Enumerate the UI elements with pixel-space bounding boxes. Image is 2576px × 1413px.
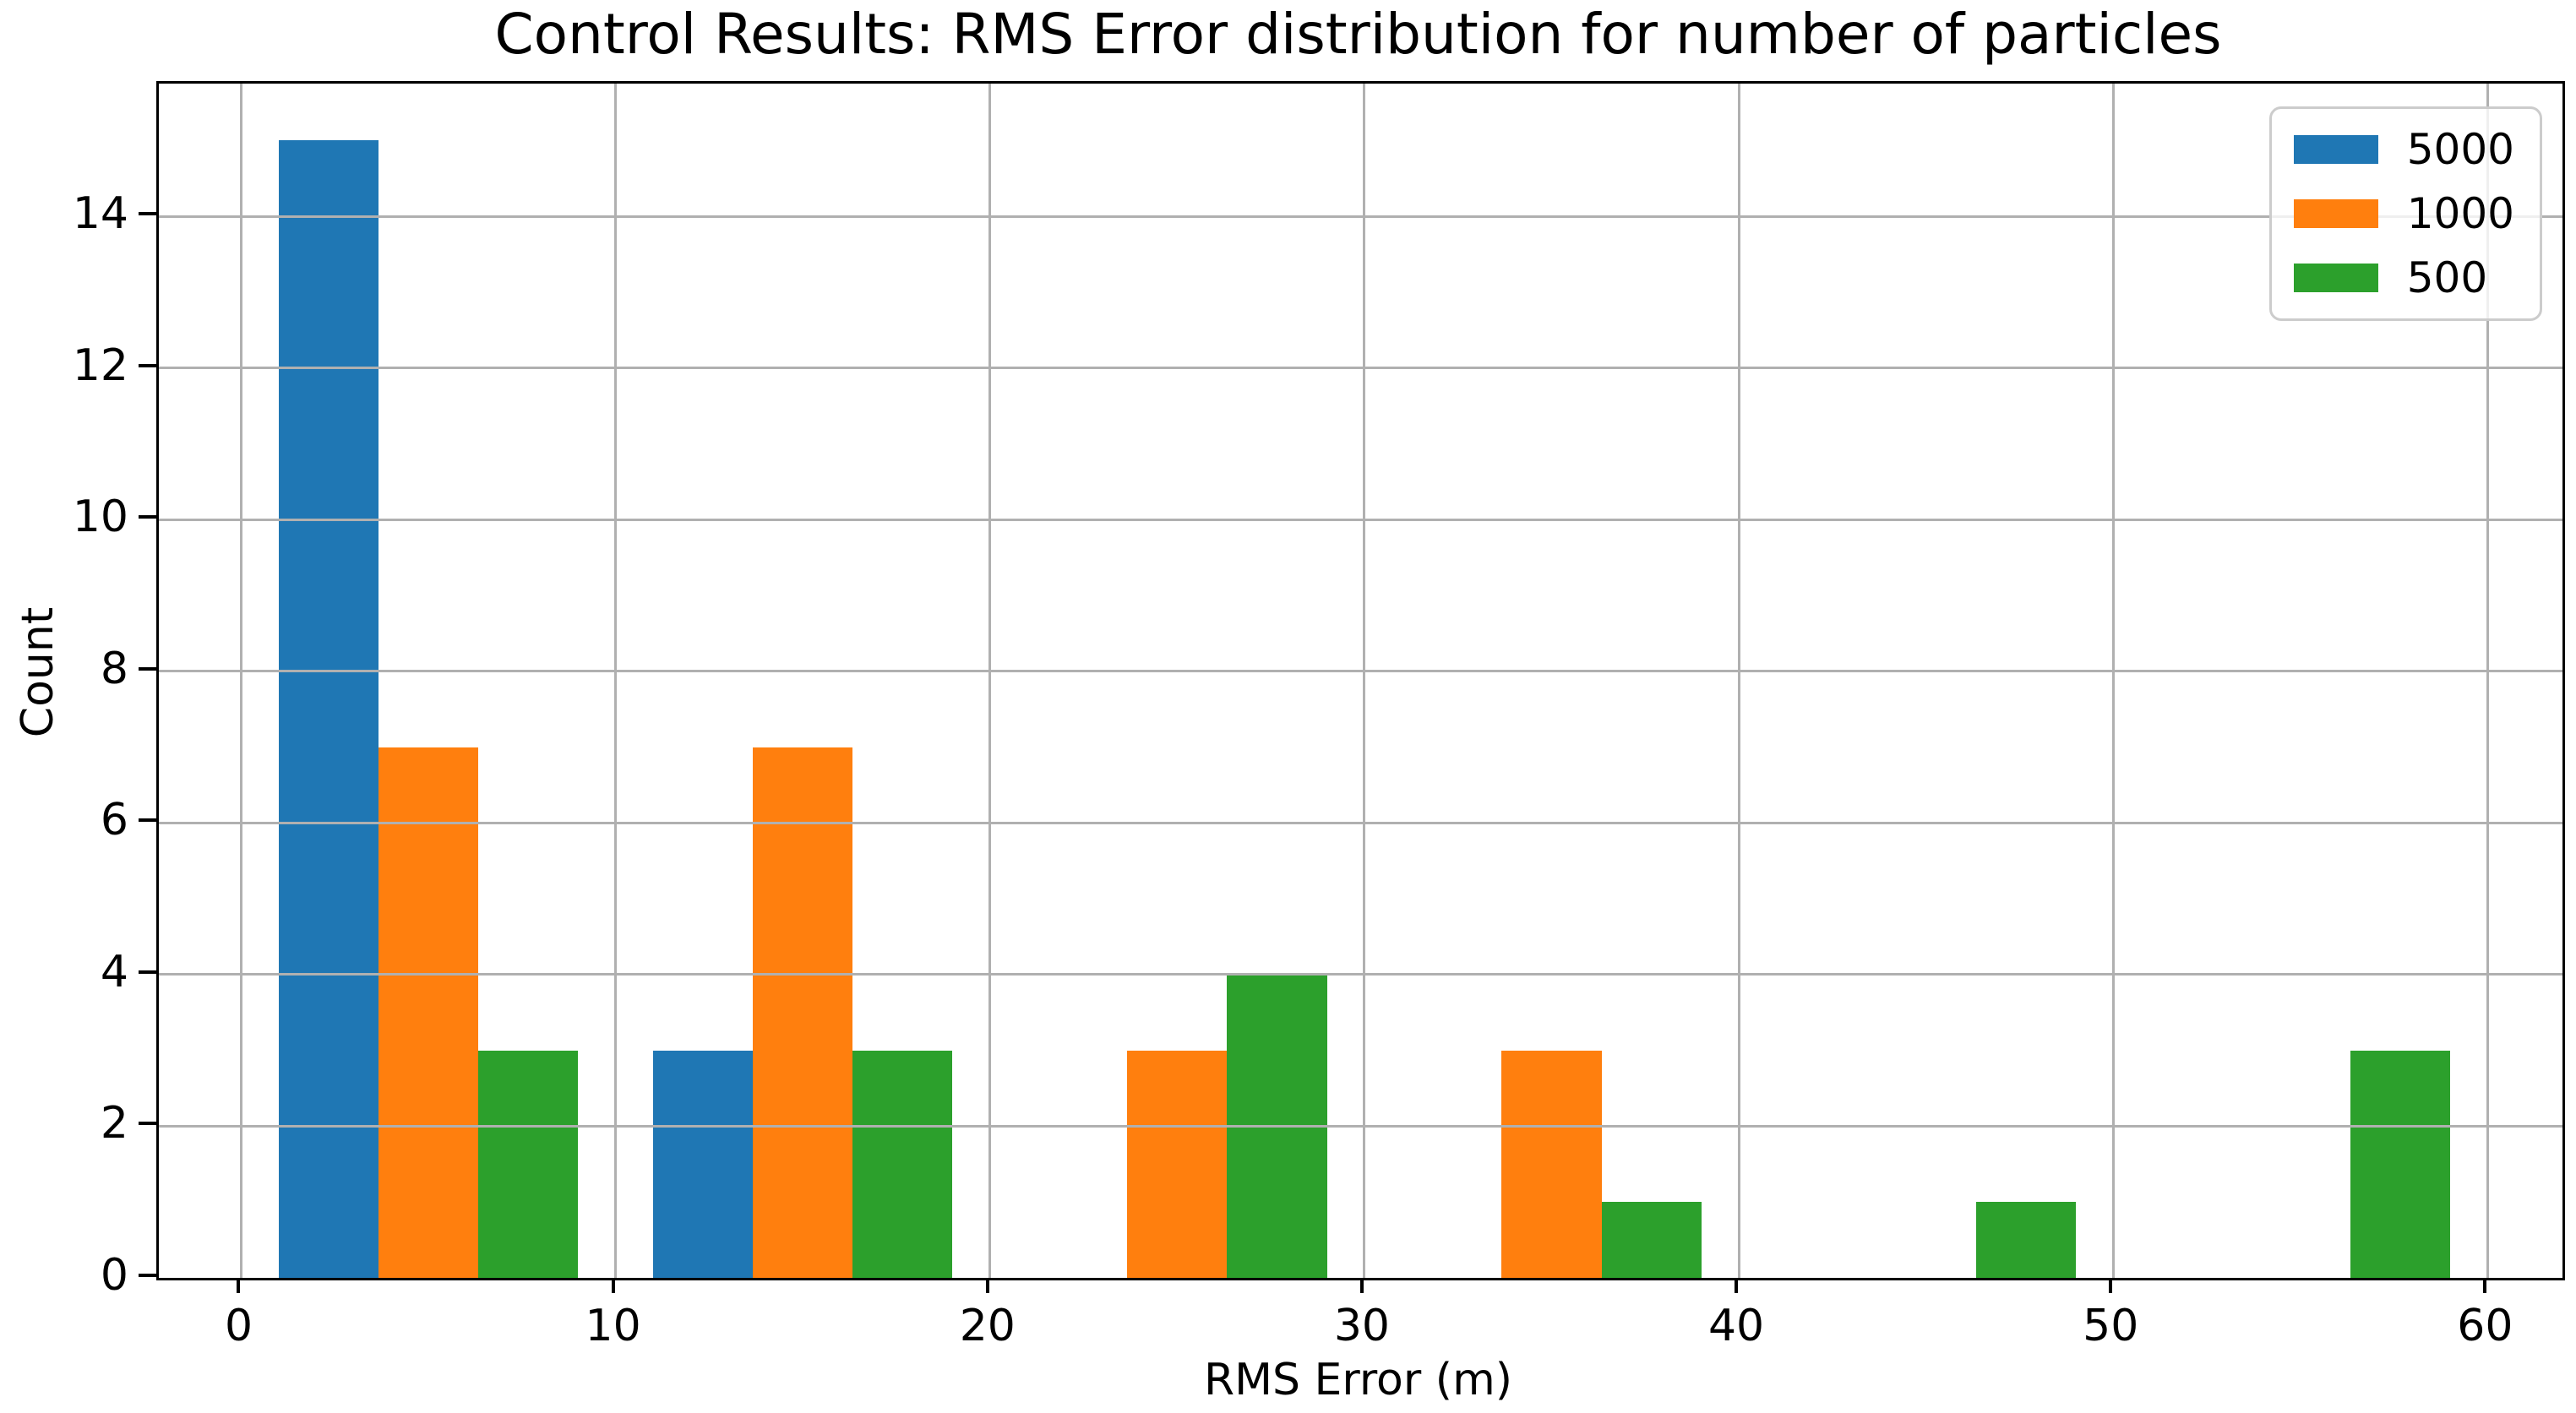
bar-500-bin0 bbox=[478, 1050, 579, 1278]
bar-1000-bin1 bbox=[753, 747, 853, 1278]
bar-500-bin1 bbox=[852, 1050, 953, 1278]
gridline-x-60 bbox=[2486, 84, 2489, 1278]
bar-1000-bin0 bbox=[378, 747, 479, 1278]
y-tick-4 bbox=[139, 970, 156, 974]
y-tick-label-2: 2 bbox=[100, 1098, 128, 1149]
y-tick-10 bbox=[139, 515, 156, 519]
chart-title: Control Results: RMS Error distribution … bbox=[494, 2, 2222, 67]
gridline-y-14 bbox=[159, 215, 2562, 218]
legend-label-1000: 1000 bbox=[2406, 189, 2514, 238]
x-tick-50 bbox=[2109, 1278, 2113, 1293]
y-tick-0 bbox=[139, 1274, 156, 1277]
gridline-x-0 bbox=[239, 84, 242, 1278]
y-tick-6 bbox=[139, 818, 156, 823]
y-tick-12 bbox=[139, 363, 156, 367]
legend-item-5000: 5000 bbox=[2293, 125, 2514, 174]
y-tick-label-8: 8 bbox=[100, 643, 128, 694]
gridline-y-2 bbox=[159, 1124, 2562, 1128]
gridline-x-40 bbox=[1737, 84, 1740, 1278]
legend-item-1000: 1000 bbox=[2293, 189, 2514, 238]
x-tick-30 bbox=[1359, 1278, 1364, 1293]
bar-5000-bin1 bbox=[652, 1050, 754, 1278]
legend-swatch-500 bbox=[2293, 264, 2378, 292]
y-tick-label-6: 6 bbox=[100, 795, 128, 846]
y-tick-14 bbox=[139, 212, 156, 216]
bar-500-bin4 bbox=[1975, 1202, 2076, 1278]
y-tick-8 bbox=[139, 666, 156, 671]
bar-5000-bin0 bbox=[278, 140, 379, 1278]
gridline-y-8 bbox=[159, 670, 2562, 673]
x-tick-0 bbox=[237, 1278, 241, 1293]
x-tick-10 bbox=[611, 1278, 615, 1293]
bar-500-bin5 bbox=[2350, 1050, 2451, 1278]
gridline-y-6 bbox=[159, 821, 2562, 824]
y-tick-label-10: 10 bbox=[72, 492, 128, 543]
y-tick-2 bbox=[139, 1122, 156, 1126]
legend-label-5000: 5000 bbox=[2406, 125, 2514, 174]
gridline-x-50 bbox=[2111, 84, 2115, 1278]
x-axis-label: RMS Error (m) bbox=[1203, 1355, 1513, 1405]
gridline-y-4 bbox=[159, 973, 2562, 976]
x-tick-20 bbox=[985, 1278, 989, 1293]
gridline-y-12 bbox=[159, 367, 2562, 370]
legend: 5000 1000 500 bbox=[2268, 106, 2542, 321]
plot-area: 5000 1000 500 bbox=[156, 81, 2565, 1280]
legend-label-500: 500 bbox=[2406, 253, 2488, 302]
x-tick-40 bbox=[1735, 1278, 1739, 1293]
y-tick-label-4: 4 bbox=[100, 946, 128, 997]
x-tick-label-0: 0 bbox=[224, 1301, 253, 1351]
gridline-x-10 bbox=[614, 84, 618, 1278]
legend-swatch-1000 bbox=[2293, 199, 2378, 228]
x-tick-label-10: 10 bbox=[585, 1301, 641, 1351]
legend-item-500: 500 bbox=[2293, 253, 2514, 302]
x-tick-label-50: 50 bbox=[2083, 1301, 2139, 1351]
x-tick-label-40: 40 bbox=[1707, 1301, 1765, 1351]
y-tick-label-12: 12 bbox=[72, 340, 128, 391]
gridline-x-20 bbox=[988, 84, 992, 1278]
bar-500-bin3 bbox=[1601, 1202, 1702, 1278]
x-tick-label-60: 60 bbox=[2457, 1301, 2513, 1351]
y-axis-label: Count bbox=[13, 606, 63, 738]
bar-1000-bin2 bbox=[1127, 1050, 1228, 1278]
x-tick-label-30: 30 bbox=[1333, 1301, 1390, 1351]
gridline-x-30 bbox=[1363, 84, 1366, 1278]
gridline-y-10 bbox=[159, 518, 2562, 521]
bar-1000-bin3 bbox=[1501, 1050, 1602, 1278]
x-tick-60 bbox=[2483, 1278, 2487, 1293]
y-tick-label-0: 0 bbox=[100, 1250, 128, 1301]
y-tick-label-14: 14 bbox=[72, 188, 128, 240]
legend-swatch-5000 bbox=[2293, 135, 2378, 164]
x-tick-label-20: 20 bbox=[959, 1301, 1016, 1351]
